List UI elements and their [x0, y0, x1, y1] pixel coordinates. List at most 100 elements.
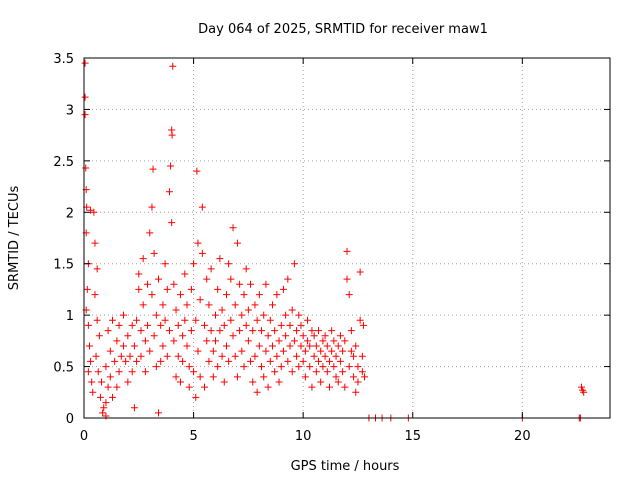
data-point	[339, 368, 347, 376]
data-point	[133, 316, 141, 324]
data-point	[321, 332, 329, 340]
data-point	[347, 327, 355, 335]
data-point	[135, 285, 143, 293]
data-point	[141, 368, 149, 376]
data-point	[168, 219, 176, 227]
data-point	[299, 332, 307, 340]
data-point	[249, 327, 257, 335]
data-point	[231, 352, 239, 360]
data-point	[187, 327, 195, 335]
data-point	[155, 409, 163, 417]
data-point	[293, 327, 301, 335]
data-point	[212, 337, 219, 345]
data-point	[95, 332, 103, 340]
data-point	[315, 327, 323, 335]
data-point	[299, 357, 307, 365]
data-point	[104, 383, 112, 391]
data-point	[81, 111, 89, 119]
data-point	[268, 342, 276, 350]
data-point	[192, 393, 200, 401]
data-point	[262, 347, 270, 355]
data-point	[84, 368, 92, 376]
data-point	[113, 337, 121, 345]
data-point	[323, 368, 331, 376]
data-point	[128, 368, 136, 376]
data-point	[336, 332, 344, 340]
data-point	[332, 352, 340, 360]
data-point	[88, 378, 96, 386]
data-point	[290, 337, 298, 345]
data-point	[312, 342, 320, 350]
data-point	[89, 388, 97, 396]
data-point	[347, 347, 355, 355]
data-point	[203, 337, 211, 345]
data-point	[297, 342, 305, 350]
data-point	[222, 342, 230, 350]
data-point	[350, 352, 358, 360]
data-point	[222, 291, 230, 299]
data-point	[168, 131, 176, 139]
data-point	[233, 373, 241, 381]
data-point	[161, 316, 169, 324]
x-tick-label: 20	[514, 429, 531, 444]
data-point	[343, 247, 351, 255]
data-point	[258, 363, 266, 371]
data-point	[203, 275, 211, 283]
data-point	[148, 291, 156, 299]
data-point	[183, 301, 191, 309]
data-point	[218, 306, 226, 314]
data-point	[247, 357, 255, 365]
data-point	[304, 316, 312, 324]
data-point	[139, 301, 147, 309]
chart-title: Day 064 of 2025, SRMTID for receiver maw…	[198, 22, 488, 37]
data-point	[205, 357, 213, 365]
data-point	[336, 357, 344, 365]
data-point	[192, 316, 200, 324]
data-point	[260, 311, 268, 319]
data-point	[124, 378, 132, 386]
data-point	[258, 327, 266, 335]
data-point	[93, 316, 101, 324]
data-point	[119, 342, 127, 350]
data-point	[341, 383, 349, 391]
data-point	[91, 291, 99, 299]
data-point	[185, 383, 193, 391]
data-point	[104, 327, 112, 335]
data-point	[341, 337, 349, 345]
x-tick-label: 5	[189, 429, 197, 444]
data-point	[209, 347, 217, 355]
data-point	[214, 363, 222, 371]
data-point	[345, 291, 353, 299]
data-point	[220, 378, 228, 386]
data-point	[293, 352, 301, 360]
data-point	[146, 347, 154, 355]
data-point	[102, 399, 110, 407]
data-point	[279, 285, 287, 293]
axis-ticks: 0 5 10 15 20 0 0.5 1 1.5 2 2.5 3 3.5	[53, 52, 610, 444]
data-point	[244, 306, 252, 314]
data-point	[214, 285, 222, 293]
data-point	[240, 363, 248, 371]
data-point	[268, 301, 276, 309]
data-point	[170, 280, 178, 288]
data-point	[264, 383, 272, 391]
data-point	[218, 352, 226, 360]
data-point	[196, 296, 204, 304]
data-point	[310, 332, 318, 340]
data-point	[247, 280, 255, 288]
data-point	[284, 275, 292, 283]
y-tick-label: 0.5	[53, 361, 74, 376]
y-tick-label: 0	[66, 412, 74, 427]
data-point	[141, 337, 149, 345]
data-point	[152, 363, 160, 371]
data-point	[146, 229, 154, 237]
data-point	[165, 327, 173, 335]
data-point	[198, 203, 206, 211]
data-point	[282, 311, 290, 319]
data-point	[212, 311, 219, 319]
data-point	[130, 342, 138, 350]
data-point	[288, 306, 296, 314]
data-point	[216, 255, 224, 263]
data-point	[83, 285, 91, 293]
data-point	[139, 255, 147, 263]
